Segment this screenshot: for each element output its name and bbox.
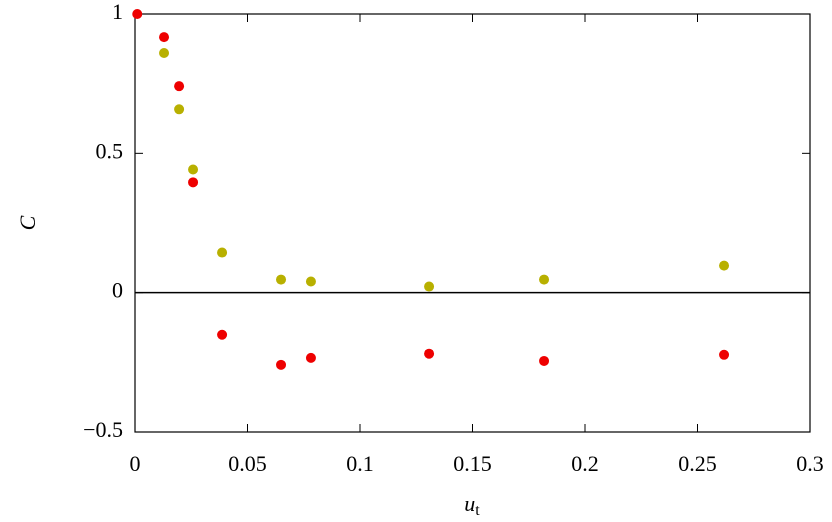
point: [174, 104, 185, 115]
point: [159, 48, 170, 59]
point: [539, 355, 550, 366]
x-axis-label-sub: t: [475, 502, 480, 519]
plot-frame: [134, 13, 811, 433]
x-tick-label: 0.05: [228, 451, 267, 476]
x-axis-label-base: u: [464, 491, 475, 516]
y-axis-label: C: [15, 215, 40, 230]
point: [217, 247, 228, 258]
point: [276, 274, 287, 285]
x-tick-label: 0: [130, 451, 141, 476]
x-tick-label: 0.3: [796, 451, 824, 476]
point: [305, 276, 316, 287]
point: [424, 281, 435, 292]
x-axis-label: ut: [464, 491, 480, 519]
y-tick-label: 0.5: [96, 138, 124, 163]
point: [719, 349, 730, 360]
y-tick-label: 0: [112, 278, 123, 303]
y-tick-label: −0.5: [83, 417, 123, 442]
point: [132, 9, 143, 19]
y-tick-label: 1: [112, 0, 123, 24]
point: [305, 352, 316, 363]
point: [539, 274, 550, 285]
point: [276, 359, 287, 370]
point: [719, 260, 730, 271]
point: [174, 81, 185, 92]
x-tick-label: 0.25: [678, 451, 717, 476]
point: [188, 177, 199, 188]
x-tick-label: 0.2: [571, 451, 599, 476]
point: [424, 348, 435, 359]
x-tick-label: 0.15: [453, 451, 492, 476]
x-tick-label: 0.1: [346, 451, 374, 476]
point: [217, 329, 228, 340]
point: [188, 164, 199, 175]
point: [159, 32, 170, 43]
